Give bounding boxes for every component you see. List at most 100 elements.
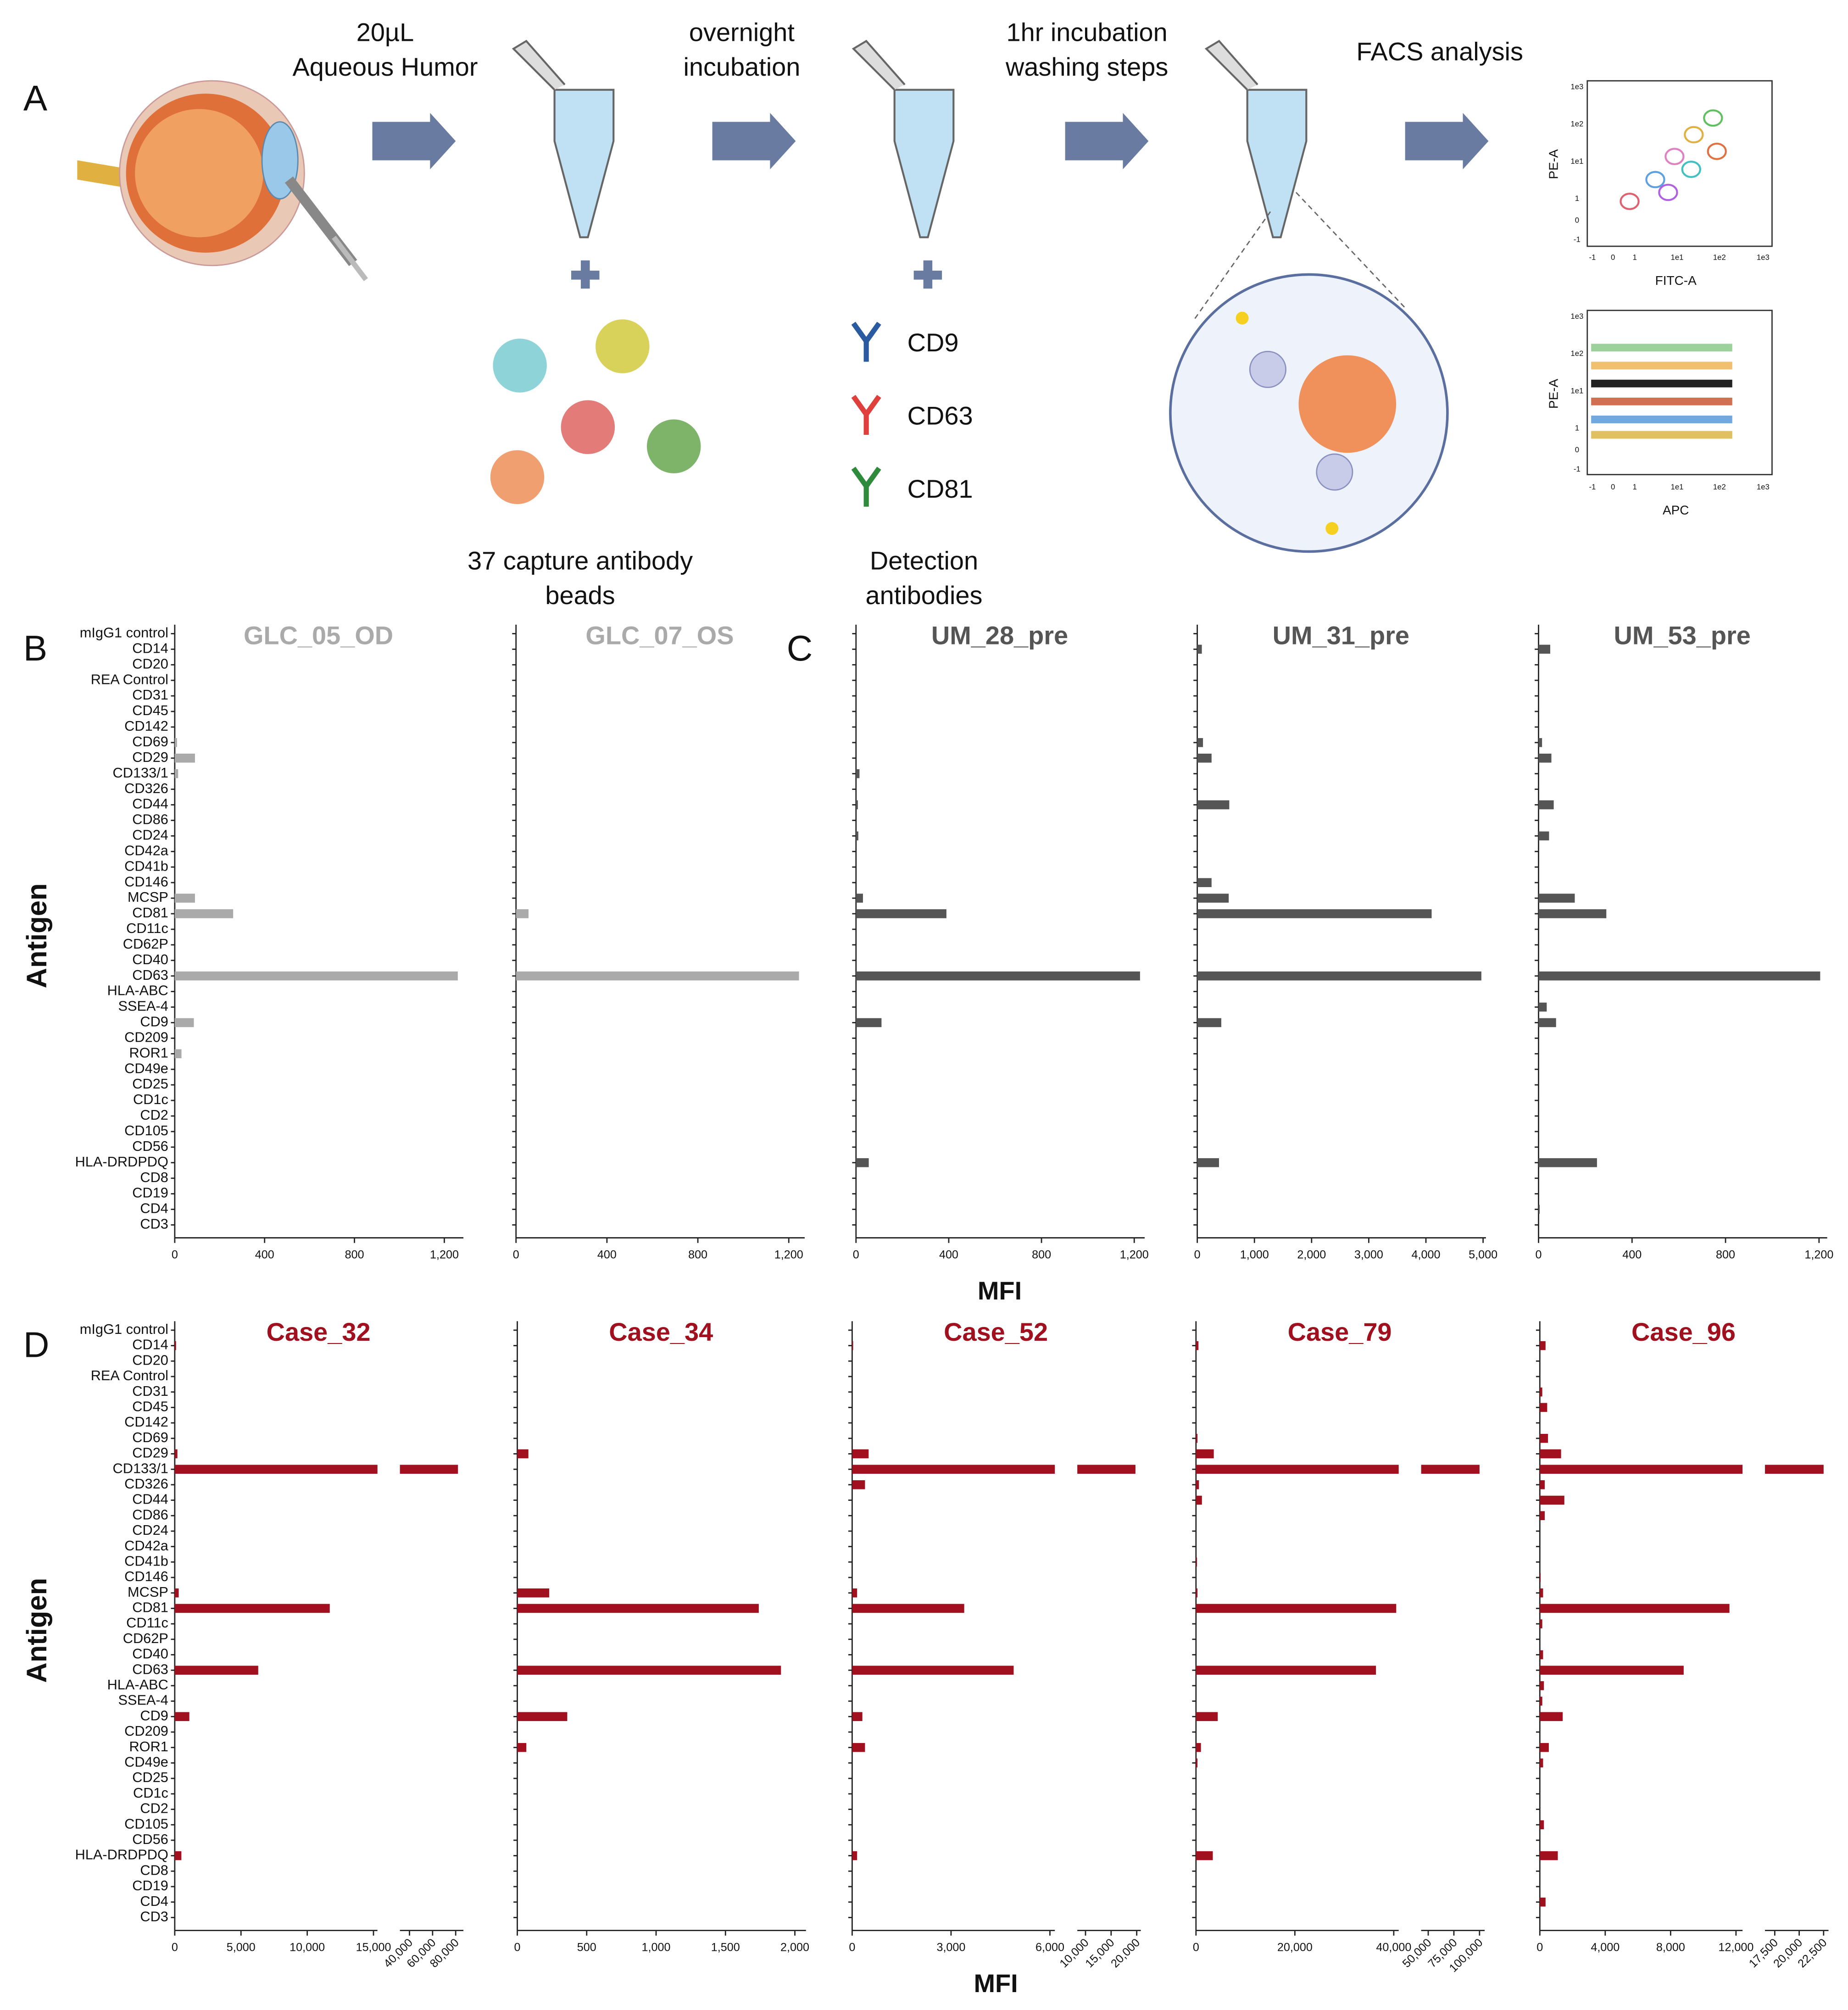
step-label: incubation (683, 52, 800, 81)
bar (517, 1712, 568, 1721)
bar (856, 909, 946, 918)
bar (1197, 800, 1230, 810)
bar (1197, 644, 1202, 654)
x-tick-label: 0 (849, 1941, 855, 1954)
step-label: overnight (689, 17, 795, 46)
y-tick-label: CD142 (124, 1414, 168, 1430)
bar (852, 1588, 857, 1598)
y-tick-label: CD31 (132, 1383, 168, 1399)
bar (1540, 1650, 1543, 1660)
y-tick-label: CD40 (132, 1646, 168, 1662)
bar (1540, 1449, 1561, 1459)
bar (852, 1341, 853, 1350)
y-tick-label: CD86 (132, 811, 168, 827)
panel-label: C (787, 628, 813, 668)
facs-ylabel: PE-A (1546, 379, 1560, 409)
bar (1540, 1433, 1548, 1443)
x-tick-label: 0 (853, 1248, 859, 1261)
x-tick-label: 5,000 (227, 1941, 256, 1954)
bar (174, 1465, 378, 1474)
bar (1765, 1465, 1824, 1474)
y-tick-label: CD4 (140, 1893, 168, 1909)
y-tick-label: CD29 (132, 1445, 168, 1461)
y-tick-label: CD44 (132, 796, 168, 812)
y-tick-label: CD81 (132, 905, 168, 921)
bar (852, 1743, 865, 1752)
bar (174, 971, 458, 981)
bar (1197, 1018, 1221, 1027)
y-tick-label: CD42a (124, 842, 169, 858)
x-tick-label: 1,200 (430, 1248, 459, 1261)
detection-caption: antibodies (866, 581, 983, 610)
y-tick-label: CD63 (132, 1661, 168, 1677)
detection-caption: Detection (870, 546, 978, 575)
bar (174, 1604, 330, 1613)
zoom (1169, 192, 1449, 553)
bar (1540, 1897, 1546, 1907)
y-tick-label: CD62P (123, 1630, 168, 1646)
bar (852, 1480, 865, 1489)
x-tick-label: 800 (1032, 1248, 1051, 1261)
facs-tick: -1 (1589, 253, 1596, 262)
bar (1540, 1758, 1543, 1768)
y-tick-label: CD56 (132, 1138, 168, 1154)
bar (1540, 1480, 1545, 1489)
bar (1540, 1666, 1684, 1675)
beads-caption: 37 capture antibody (468, 546, 693, 575)
bar (1196, 1604, 1397, 1613)
facs-tick: 1e3 (1570, 83, 1583, 91)
bar (1197, 971, 1481, 981)
bar (174, 1449, 178, 1459)
bar (1538, 1018, 1556, 1027)
y-tick-label: SSEA-4 (118, 1692, 168, 1708)
y-tick-label: CD81 (132, 1599, 168, 1616)
bar (517, 1588, 550, 1598)
y-tick-label: CD69 (132, 1429, 168, 1445)
x-axis-label: MFI (974, 1969, 1018, 1998)
y-tick-label: CD42a (124, 1538, 169, 1554)
bar (1538, 1158, 1597, 1167)
y-tick-label: CD49e (124, 1754, 168, 1770)
y-tick-label: CD63 (132, 967, 168, 983)
bar (174, 909, 234, 918)
chart-title: Case_96 (1631, 1317, 1736, 1346)
bar (1540, 1341, 1546, 1350)
bar (852, 1666, 1014, 1675)
x-tick-label: 800 (688, 1248, 707, 1261)
y-tick-label: CD209 (124, 1029, 168, 1045)
bar (1538, 909, 1607, 918)
chart-title: UM_31_pre (1273, 621, 1409, 650)
antibody-label: CD9 (907, 328, 959, 357)
y-tick-label: REA Control (91, 671, 168, 687)
bar (1540, 1495, 1564, 1505)
y-tick-label: CD56 (132, 1831, 168, 1847)
y-tick-label: CD29 (132, 749, 168, 765)
bar (856, 800, 858, 810)
y-tick-label: CD9 (140, 1707, 168, 1723)
bar (517, 1743, 527, 1752)
y-tick-label: MCSP (128, 889, 168, 905)
facs-tick: 1e2 (1570, 349, 1583, 358)
y-tick-label: CD105 (124, 1816, 168, 1832)
x-tick-label: 2,000 (780, 1941, 809, 1954)
x-tick-label: 0 (513, 1248, 519, 1261)
x-tick-label: 0 (172, 1248, 178, 1261)
x-tick-label: 12,000 (1718, 1941, 1753, 1954)
y-tick-label: CD41b (124, 858, 168, 874)
bar (1197, 754, 1212, 763)
bar (852, 1604, 964, 1613)
beads (488, 316, 704, 507)
x-tick-label: 2,000 (1297, 1248, 1326, 1261)
bar (856, 1158, 869, 1167)
y-tick-label: CD105 (124, 1122, 168, 1138)
y-tick-label: CD24 (132, 1522, 168, 1538)
chart-title: Case_52 (944, 1317, 1048, 1346)
bar (856, 769, 860, 778)
chart-title: Case_32 (267, 1317, 371, 1346)
panel-label: A (23, 78, 48, 118)
bar (1197, 909, 1432, 918)
eye (77, 80, 368, 281)
bar (1196, 1851, 1213, 1860)
bar (1540, 1511, 1545, 1521)
